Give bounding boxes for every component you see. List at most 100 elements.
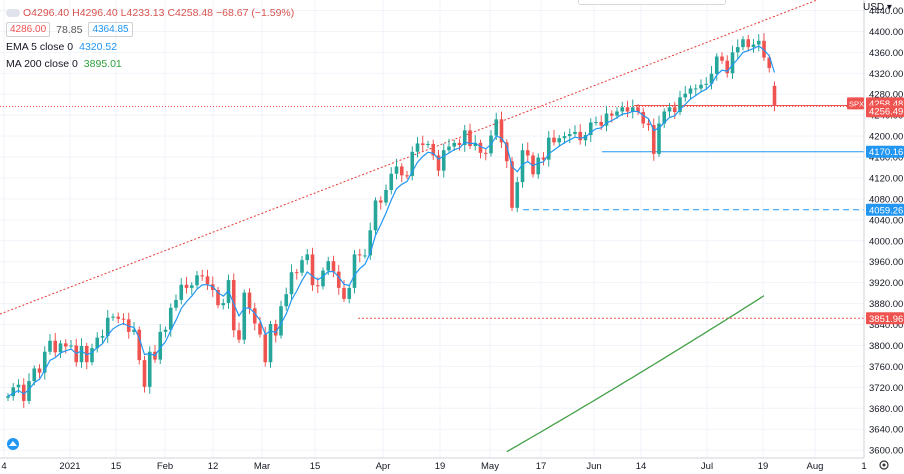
- y-tick-label: 4360.00: [869, 48, 903, 59]
- candle-body: [189, 285, 194, 288]
- candle-body: [342, 287, 346, 299]
- candle-body: [315, 285, 320, 287]
- chevron-down-icon: ▾: [884, 2, 892, 13]
- candle-body: [79, 345, 84, 363]
- candle-body: [137, 329, 142, 361]
- candle-body: [310, 254, 315, 286]
- bid-button[interactable]: 4286.00: [6, 22, 51, 37]
- currency-label: USD: [863, 2, 885, 13]
- candle-body: [594, 121, 598, 123]
- candle-body: [735, 47, 740, 53]
- candle-body: [237, 330, 241, 340]
- candle-body: [90, 348, 94, 363]
- ma-value: 3895.01: [83, 57, 122, 70]
- x-tick-label: 15: [310, 461, 321, 472]
- candle-body: [378, 200, 383, 203]
- ema5-path: [7, 45, 776, 397]
- candle-body: [520, 150, 525, 183]
- candle-body: [557, 138, 562, 143]
- candle-body: [32, 368, 37, 382]
- candle-body: [615, 111, 619, 116]
- candle-body: [767, 57, 772, 69]
- candle-body: [142, 360, 147, 387]
- x-tick-label: 19: [435, 461, 446, 472]
- candle-body: [552, 137, 556, 143]
- currency-selector[interactable]: USD ▾: [863, 2, 892, 13]
- ema-legend[interactable]: EMA 5 close 0 4320.52: [6, 38, 297, 55]
- x-tick-label: 14: [636, 461, 647, 472]
- candle-body: [473, 142, 478, 147]
- symbol-tag: SPX: [849, 99, 864, 108]
- y-tick-label: 3640.00: [869, 425, 903, 436]
- candle-body: [126, 319, 131, 332]
- candle-body: [630, 107, 635, 112]
- bid-ask-row: 4286.00 78.85 4364.85: [6, 21, 297, 38]
- time-axis[interactable]: 4 2021 15 Feb 12 Mar 15 Apr 19 May 17 Jun 14 Jul 19 Aug…: [0, 457, 867, 472]
- ask-button[interactable]: 4364.85: [88, 22, 133, 37]
- candle-body: [247, 292, 252, 309]
- y-tick-label: 3880.00: [869, 299, 903, 310]
- candle-body: [452, 142, 457, 147]
- candle-body: [751, 44, 756, 48]
- gear-icon[interactable]: [879, 460, 889, 470]
- ohlc-row: O4296.40 H4296.40 L4233.13 C4258.48 −68.…: [6, 4, 297, 21]
- candle-body: [688, 88, 693, 94]
- y-tick-label: 3960.00: [869, 257, 903, 268]
- ohlc-open: O4296.40: [23, 6, 70, 19]
- candle-body: [195, 275, 199, 286]
- y-tick-label: 4320.00: [869, 69, 903, 80]
- candle-body: [494, 119, 499, 136]
- price-axis[interactable]: 3600.00 3640.00 3680.00 3720.00 3760.00 3800.…: [863, 0, 903, 458]
- candle-body: [426, 143, 430, 145]
- menu-icon[interactable]: [6, 8, 20, 17]
- candle-body: [541, 157, 546, 160]
- ma-label: MA 200 close 0: [6, 57, 78, 70]
- chart-extras[interactable]: [7, 438, 889, 470]
- candle-body: [730, 52, 735, 74]
- candle-body: [567, 133, 572, 137]
- candle-body: [625, 107, 630, 112]
- y-tick-label: 3920.00: [869, 278, 903, 289]
- candle-body: [531, 155, 535, 175]
- candle-body: [651, 125, 656, 154]
- candle-body: [599, 121, 604, 126]
- x-tick-label: 19: [758, 461, 769, 472]
- candle-body: [163, 329, 168, 332]
- y-tick-label: 4000.00: [869, 236, 903, 247]
- candle-body: [205, 276, 210, 285]
- ma200-path: [506, 295, 765, 453]
- candle-body: [95, 337, 100, 349]
- candle-body: [368, 230, 373, 256]
- top-tab[interactable]: [578, 0, 726, 5]
- candle-body: [16, 384, 21, 388]
- x-tick-label: 1: [861, 461, 866, 472]
- x-tick-label: 4: [1, 461, 6, 472]
- candle-body: [111, 316, 115, 318]
- candle-body: [573, 131, 577, 134]
- candle-body: [305, 254, 310, 261]
- ohlc-low: L4233.13: [120, 6, 165, 19]
- candle-body: [546, 137, 551, 160]
- x-tick-label: 17: [536, 461, 547, 472]
- candle-body: [63, 343, 68, 347]
- ma-legend[interactable]: MA 200 close 0 3895.01: [6, 55, 297, 72]
- candle-body: [279, 306, 283, 336]
- candle-body: [100, 336, 105, 338]
- x-tick-label: Feb: [157, 461, 173, 472]
- candle-body: [420, 143, 425, 145]
- x-tick-label: 12: [208, 461, 219, 472]
- spread-value: 78.85: [56, 23, 83, 36]
- x-tick-label: 15: [111, 461, 122, 472]
- candle-body: [105, 317, 110, 337]
- candle-body: [641, 112, 646, 124]
- y-tick-label: 3840.00: [869, 320, 903, 331]
- y-tick-label: 3800.00: [869, 341, 903, 352]
- candle-body: [657, 123, 661, 154]
- candle-body: [42, 351, 47, 373]
- candle-body: [11, 387, 16, 397]
- candle-body: [121, 318, 126, 320]
- candle-body: [347, 287, 352, 299]
- candle-body: [609, 113, 614, 116]
- ma200-line: [506, 295, 765, 453]
